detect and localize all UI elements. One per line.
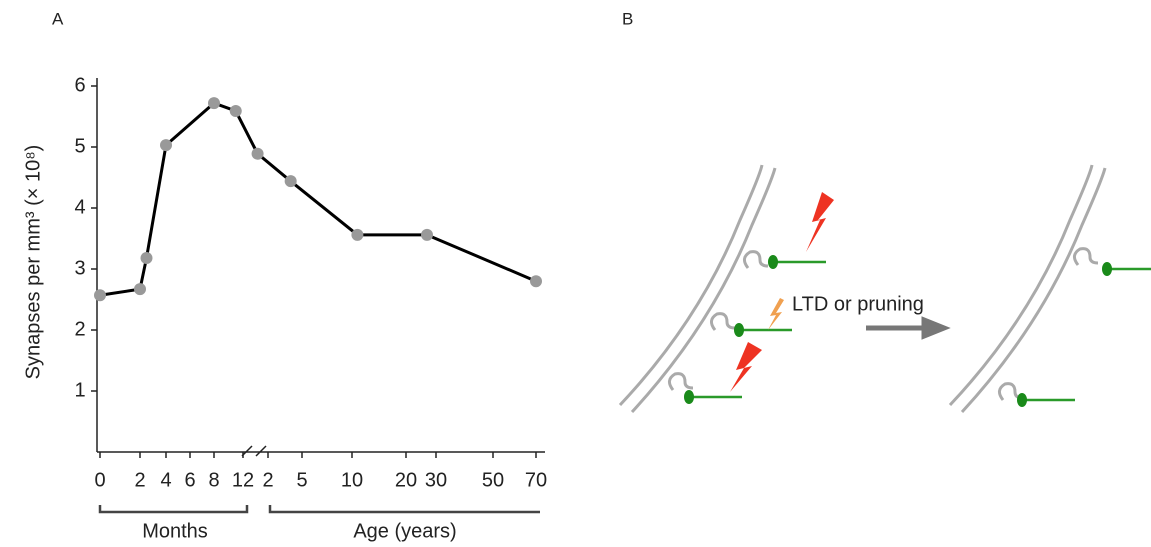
bracket <box>268 505 540 514</box>
y-axis-label: Synapses per mm³ (× 10⁸) <box>22 145 44 380</box>
bracket <box>98 505 249 514</box>
data-point <box>421 228 433 241</box>
dendrite <box>618 164 764 407</box>
x-tick-label: 10 <box>341 469 363 491</box>
lightning <box>806 192 834 252</box>
data-point <box>229 105 242 118</box>
panel-label: A <box>52 9 64 28</box>
x-tick-label: 5 <box>296 469 307 491</box>
data-point <box>134 283 146 296</box>
spine <box>668 372 694 391</box>
data-point <box>530 275 542 288</box>
x-tick-label: 4 <box>160 469 171 491</box>
x-tick-label: 12 <box>232 469 254 491</box>
data-point <box>351 228 364 241</box>
arrow-label: LTD or pruning <box>792 293 924 315</box>
spine <box>998 382 1024 401</box>
y-tick-label: 3 <box>74 257 85 279</box>
axons <box>684 255 1151 407</box>
x-tick-label: 50 <box>482 469 504 491</box>
dendrite <box>960 167 1107 414</box>
dendrite <box>630 167 777 414</box>
x-tick-label: 70 <box>525 469 547 491</box>
bouton <box>734 323 744 337</box>
x-tick-label: 6 <box>184 469 195 491</box>
spine <box>710 312 736 331</box>
data-point <box>94 289 106 302</box>
x-tick-label: 30 <box>425 469 447 491</box>
y-tick-label: 6 <box>74 74 85 96</box>
x-group-label: Age (years) <box>353 520 456 542</box>
y-tick-label: 5 <box>74 135 85 157</box>
bouton <box>768 255 778 269</box>
diagram <box>618 164 1107 414</box>
data-point <box>160 139 172 152</box>
spine <box>743 250 769 269</box>
data-line <box>99 101 537 297</box>
y-tick-label: 4 <box>74 196 85 218</box>
y-tick-label: 2 <box>74 318 85 340</box>
axis-break <box>241 445 267 457</box>
data-point <box>140 252 153 265</box>
x-group-label: Months <box>142 520 208 542</box>
data-point <box>251 147 264 160</box>
panel-label: B <box>622 9 633 28</box>
x-tick-label: 8 <box>208 469 219 491</box>
dendrite <box>948 164 1094 407</box>
lightning <box>730 342 762 392</box>
bouton <box>1017 393 1027 407</box>
data-point <box>284 175 297 188</box>
x-tick-label: 2 <box>262 469 273 491</box>
data-point <box>208 97 220 110</box>
x-tick-label: 0 <box>94 469 105 491</box>
spine <box>1073 247 1099 266</box>
bouton <box>1102 262 1112 276</box>
y-tick-label: 1 <box>74 379 85 401</box>
arrow <box>866 316 951 340</box>
x-tick-label: 2 <box>134 469 145 491</box>
x-tick-label: 20 <box>395 469 417 491</box>
bouton <box>684 390 694 404</box>
lightning <box>768 298 784 330</box>
